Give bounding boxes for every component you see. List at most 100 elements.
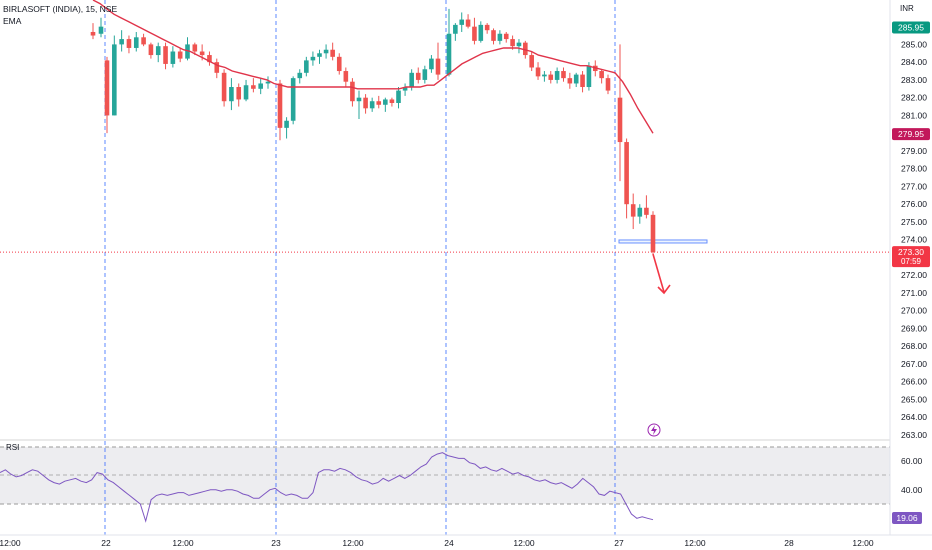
candle-down bbox=[90, 31, 96, 36]
candle-up bbox=[317, 53, 322, 57]
candle-down bbox=[141, 37, 146, 45]
projection-arrow[interactable] bbox=[652, 253, 671, 295]
time-tick: 12:00 bbox=[0, 538, 21, 548]
price-tick: 274.00 bbox=[901, 235, 927, 245]
candle-down bbox=[630, 204, 636, 217]
time-tick: 12:00 bbox=[684, 538, 706, 548]
candlestick-series bbox=[90, 8, 656, 254]
candle-down bbox=[389, 99, 395, 103]
candle-up bbox=[98, 26, 104, 34]
top-price-badge: 285.95 bbox=[892, 21, 930, 34]
price-tick: 272.00 bbox=[901, 270, 927, 280]
candle-up bbox=[554, 71, 560, 80]
candle-up bbox=[133, 37, 139, 48]
candle-up bbox=[516, 42, 522, 47]
candle-down bbox=[567, 78, 573, 84]
candle-down bbox=[251, 85, 256, 89]
time-tick: 24 bbox=[444, 538, 454, 548]
time-scale[interactable]: 12:00 22 12:00 23 12:00 24 12:00 27 12:0… bbox=[0, 538, 874, 548]
ema-line bbox=[92, 0, 654, 134]
symbol-title[interactable]: BIRLASOFT (INDIA), 15, NSE bbox=[3, 4, 117, 14]
candle-up bbox=[185, 44, 190, 59]
candle-down bbox=[104, 60, 110, 116]
candle-up bbox=[304, 60, 309, 73]
candle-up bbox=[155, 46, 161, 56]
candle-down bbox=[529, 55, 534, 68]
candle-down bbox=[343, 71, 349, 82]
candle-up bbox=[310, 56, 316, 61]
candle-down bbox=[277, 83, 283, 128]
candle-up bbox=[459, 19, 465, 25]
price-tick: 269.00 bbox=[901, 323, 927, 333]
candle-down bbox=[350, 81, 355, 102]
currency-label: INR bbox=[900, 4, 914, 13]
price-tick: 263.00 bbox=[901, 430, 927, 440]
price-tick: 266.00 bbox=[901, 377, 927, 387]
candle-up bbox=[453, 24, 458, 34]
last-price-value: 273.30 bbox=[898, 247, 924, 257]
candle-down bbox=[126, 39, 132, 48]
ema-price-badge: 279.95 bbox=[892, 128, 930, 141]
ema-price-badge-label: 279.95 bbox=[898, 129, 924, 139]
price-tick: 282.00 bbox=[901, 93, 927, 103]
projection-arrow-shaft bbox=[652, 253, 665, 293]
candle-up bbox=[586, 65, 592, 88]
top-price-badge-label: 285.95 bbox=[898, 23, 924, 33]
price-tick: 265.00 bbox=[901, 394, 927, 404]
candle-up bbox=[229, 87, 234, 102]
candle-down bbox=[523, 42, 528, 56]
price-tick: 276.00 bbox=[901, 199, 927, 209]
time-tick: 28 bbox=[784, 538, 794, 548]
price-tick: 277.00 bbox=[901, 181, 927, 191]
price-tick: 284.00 bbox=[901, 57, 927, 67]
price-tick: 264.00 bbox=[901, 412, 927, 422]
candle-down bbox=[363, 97, 368, 109]
time-tick: 27 bbox=[614, 538, 624, 548]
session-separators bbox=[104, 0, 616, 535]
price-tick: 267.00 bbox=[901, 359, 927, 369]
candle-down bbox=[192, 44, 198, 52]
candle-up bbox=[542, 74, 547, 77]
ema-price-badge-bg bbox=[892, 128, 930, 141]
last-price-badge-bg bbox=[892, 246, 930, 268]
rsi-level-60: 60.00 bbox=[901, 456, 923, 466]
candle-up bbox=[356, 97, 362, 102]
rsi-current-value: 19.06 bbox=[896, 513, 918, 523]
ema-legend[interactable]: EMA bbox=[3, 16, 22, 26]
candle-up bbox=[402, 87, 408, 91]
lightning-icon[interactable] bbox=[647, 423, 661, 437]
candle-up bbox=[446, 33, 452, 75]
projection-arrow-head bbox=[657, 284, 671, 295]
candle-down bbox=[617, 97, 623, 143]
time-tick: 22 bbox=[101, 538, 111, 548]
candle-down bbox=[548, 74, 554, 80]
time-tick: 23 bbox=[271, 538, 281, 548]
candle-down bbox=[163, 46, 168, 64]
candle-down bbox=[336, 56, 342, 72]
candle-down bbox=[535, 67, 541, 77]
time-tick: 12:00 bbox=[172, 538, 194, 548]
candle-up bbox=[573, 74, 579, 84]
candle-up bbox=[265, 81, 271, 84]
candle-up bbox=[409, 72, 414, 88]
rsi-line bbox=[0, 452, 654, 523]
candle-down bbox=[580, 74, 585, 88]
candle-up bbox=[429, 58, 434, 70]
candle-up bbox=[323, 49, 329, 54]
candle-down bbox=[214, 62, 220, 73]
candle-down bbox=[330, 49, 335, 57]
price-tick: 270.00 bbox=[901, 306, 927, 316]
candle-down bbox=[503, 33, 509, 40]
candle-up bbox=[297, 72, 303, 79]
candle-up bbox=[369, 101, 375, 109]
price-tick: 285.00 bbox=[901, 39, 927, 49]
time-tick: 12:00 bbox=[513, 538, 535, 548]
last-price-badge: 273.30 07:59 bbox=[892, 246, 930, 268]
candle-up bbox=[170, 51, 176, 64]
target-box-drawing[interactable] bbox=[618, 239, 708, 244]
candle-up bbox=[422, 69, 428, 80]
candle-up bbox=[112, 44, 117, 116]
candle-up bbox=[284, 120, 289, 128]
price-tick: 281.00 bbox=[901, 110, 927, 120]
